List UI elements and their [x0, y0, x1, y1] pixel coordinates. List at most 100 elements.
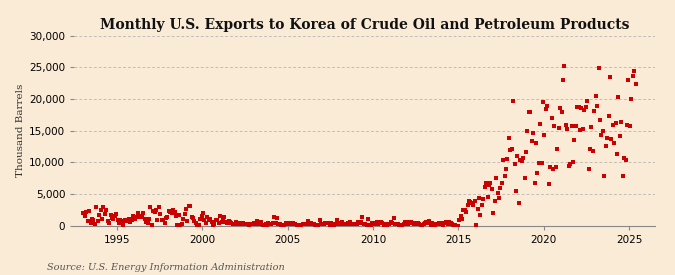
Point	[526, 139, 537, 143]
Point	[388, 215, 399, 220]
Point	[184, 204, 194, 208]
Point	[487, 187, 497, 192]
Point	[483, 182, 494, 187]
Point	[608, 123, 618, 127]
Point	[603, 114, 614, 118]
Point	[284, 221, 295, 226]
Point	[620, 158, 631, 162]
Point	[623, 78, 634, 83]
Point	[244, 221, 255, 226]
Point	[438, 222, 449, 227]
Point	[389, 222, 400, 226]
Point	[470, 223, 481, 228]
Point	[292, 222, 302, 227]
Point	[543, 182, 554, 186]
Point	[562, 127, 572, 131]
Point	[338, 222, 349, 226]
Point	[501, 167, 512, 172]
Point	[450, 223, 460, 228]
Point	[626, 97, 637, 101]
Point	[213, 220, 224, 225]
Point	[330, 222, 341, 226]
Point	[456, 216, 467, 221]
Point	[313, 223, 323, 227]
Point	[80, 214, 90, 219]
Point	[411, 222, 422, 226]
Point	[195, 217, 206, 222]
Point	[350, 222, 360, 226]
Point	[351, 221, 362, 226]
Point	[316, 222, 327, 227]
Point	[112, 218, 123, 222]
Point	[394, 222, 405, 227]
Point	[478, 197, 489, 201]
Point	[424, 219, 435, 224]
Point	[522, 129, 533, 134]
Point	[118, 222, 129, 227]
Point	[126, 218, 137, 222]
Point	[180, 206, 191, 211]
Point	[447, 222, 458, 226]
Point	[365, 222, 376, 227]
Point	[203, 218, 214, 222]
Point	[238, 221, 248, 226]
Point	[167, 208, 178, 213]
Point	[342, 222, 352, 227]
Point	[627, 74, 638, 78]
Point	[418, 222, 429, 226]
Point	[496, 181, 507, 186]
Point	[145, 205, 156, 209]
Point	[125, 219, 136, 224]
Point	[254, 222, 265, 226]
Point	[622, 122, 632, 127]
Point	[199, 218, 210, 223]
Point	[81, 210, 92, 214]
Point	[587, 149, 598, 153]
Point	[370, 222, 381, 226]
Point	[597, 128, 608, 133]
Point	[558, 78, 568, 83]
Point	[91, 205, 102, 210]
Point	[279, 223, 290, 227]
Point	[280, 221, 291, 225]
Point	[320, 221, 331, 225]
Point	[97, 216, 107, 221]
Point	[600, 144, 611, 148]
Point	[327, 222, 338, 227]
Point	[132, 210, 143, 215]
Point	[541, 107, 551, 111]
Point	[165, 210, 176, 214]
Point	[528, 130, 539, 135]
Point	[277, 223, 288, 227]
Point	[288, 220, 298, 225]
Point	[240, 222, 251, 227]
Point	[162, 215, 173, 219]
Point	[98, 205, 109, 209]
Point	[539, 133, 550, 137]
Point	[406, 219, 416, 224]
Point	[86, 216, 97, 221]
Point	[334, 221, 345, 226]
Point	[152, 218, 163, 222]
Point	[421, 219, 432, 224]
Point	[582, 99, 593, 104]
Point	[223, 219, 234, 223]
Point	[613, 95, 624, 100]
Point	[188, 215, 198, 220]
Point	[136, 215, 147, 219]
Point	[325, 221, 336, 225]
Point	[200, 221, 211, 226]
Point	[331, 218, 342, 222]
Point	[492, 191, 503, 195]
Point	[556, 110, 567, 114]
Point	[304, 222, 315, 226]
Point	[321, 221, 332, 226]
Point	[146, 223, 157, 227]
Point	[281, 222, 292, 226]
Point	[616, 119, 626, 124]
Point	[630, 82, 641, 87]
Point	[246, 222, 256, 226]
Point	[135, 215, 146, 219]
Point	[360, 222, 371, 227]
Point	[192, 223, 202, 227]
